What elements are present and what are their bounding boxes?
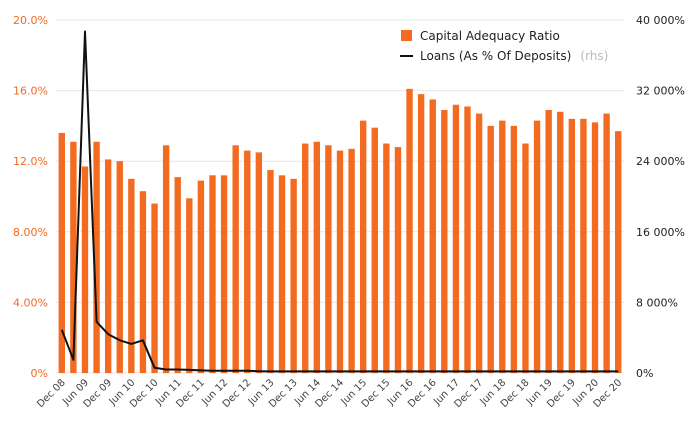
left-tick-label: 8.00% bbox=[13, 226, 48, 239]
bar bbox=[348, 148, 355, 373]
svg-text:Loans (As % Of Deposits): Loans (As % Of Deposits) (rhs) bbox=[420, 45, 608, 64]
legend-label-loans: Loans (As % Of Deposits) bbox=[420, 49, 571, 63]
loans-line bbox=[60, 30, 619, 373]
bar bbox=[475, 113, 483, 374]
bar bbox=[139, 191, 147, 373]
legend-label-rhs-note: (rhs) bbox=[580, 49, 608, 63]
bar bbox=[383, 143, 390, 373]
bar bbox=[220, 175, 228, 373]
right-tick-label: 40 000% bbox=[636, 14, 685, 27]
legend: Capital Adequacy Ratio Loans (As % Of De… bbox=[400, 29, 608, 64]
bar bbox=[464, 106, 471, 374]
bar bbox=[232, 145, 239, 373]
bar bbox=[568, 118, 576, 373]
bar bbox=[58, 132, 65, 373]
bar bbox=[162, 145, 170, 373]
bar bbox=[197, 180, 205, 373]
bar bbox=[336, 150, 344, 373]
bar bbox=[255, 152, 263, 373]
right-tick-label: 24 000% bbox=[636, 155, 685, 168]
bar bbox=[70, 141, 77, 373]
legend-swatch-capital-adequacy-ratio bbox=[401, 30, 412, 41]
bar bbox=[499, 120, 506, 373]
bar bbox=[174, 177, 181, 373]
bar bbox=[186, 198, 193, 373]
bar-series-capital-adequacy-ratio bbox=[58, 88, 622, 374]
bar bbox=[580, 118, 587, 373]
bar bbox=[441, 110, 448, 373]
bar bbox=[371, 127, 378, 373]
bar bbox=[510, 125, 518, 374]
bar bbox=[104, 159, 112, 373]
left-tick-label: 16.0% bbox=[13, 85, 48, 98]
bar bbox=[302, 143, 309, 373]
right-tick-label: 8 000% bbox=[636, 296, 678, 309]
bar bbox=[452, 104, 460, 373]
left-tick-label: 0% bbox=[31, 367, 48, 380]
bar bbox=[151, 203, 158, 373]
right-tick-label: 0% bbox=[636, 367, 653, 380]
right-tick-label: 16 000% bbox=[636, 226, 685, 239]
bar bbox=[487, 125, 494, 374]
bar bbox=[128, 178, 135, 373]
bar bbox=[81, 166, 89, 373]
bar bbox=[290, 178, 297, 373]
right-tick-label: 32 000% bbox=[636, 85, 685, 98]
legend-label-capital-adequacy-ratio: Capital Adequacy Ratio bbox=[420, 29, 560, 43]
left-tick-label: 4.00% bbox=[13, 296, 48, 309]
bar bbox=[533, 120, 541, 373]
bar bbox=[267, 170, 274, 373]
bar bbox=[359, 120, 367, 373]
bar bbox=[278, 175, 286, 373]
line-series-loans-to-deposits bbox=[60, 30, 619, 373]
bar bbox=[244, 150, 251, 373]
bar bbox=[429, 99, 436, 374]
bar bbox=[394, 147, 402, 373]
bar bbox=[209, 175, 216, 373]
x-tick-label: Dec 08 bbox=[35, 377, 68, 410]
bar bbox=[417, 94, 425, 373]
bar bbox=[615, 131, 622, 373]
bar bbox=[545, 110, 552, 373]
left-tick-label: 20.0% bbox=[13, 14, 48, 27]
right-y-axis: 0% 8 000% 16 000% 24 000% 32 000% 40 000% bbox=[636, 14, 685, 380]
bar bbox=[406, 88, 413, 374]
bar bbox=[557, 111, 564, 373]
bar bbox=[325, 145, 332, 373]
left-y-axis: 0% 4.00% 8.00% 12.0% 16.0% 20.0% bbox=[13, 14, 48, 380]
bar bbox=[591, 122, 599, 374]
bar bbox=[603, 113, 610, 374]
bar bbox=[93, 141, 100, 373]
bar bbox=[522, 143, 529, 373]
left-tick-label: 12.0% bbox=[13, 155, 48, 168]
bar bbox=[313, 141, 321, 373]
bar bbox=[116, 161, 123, 373]
